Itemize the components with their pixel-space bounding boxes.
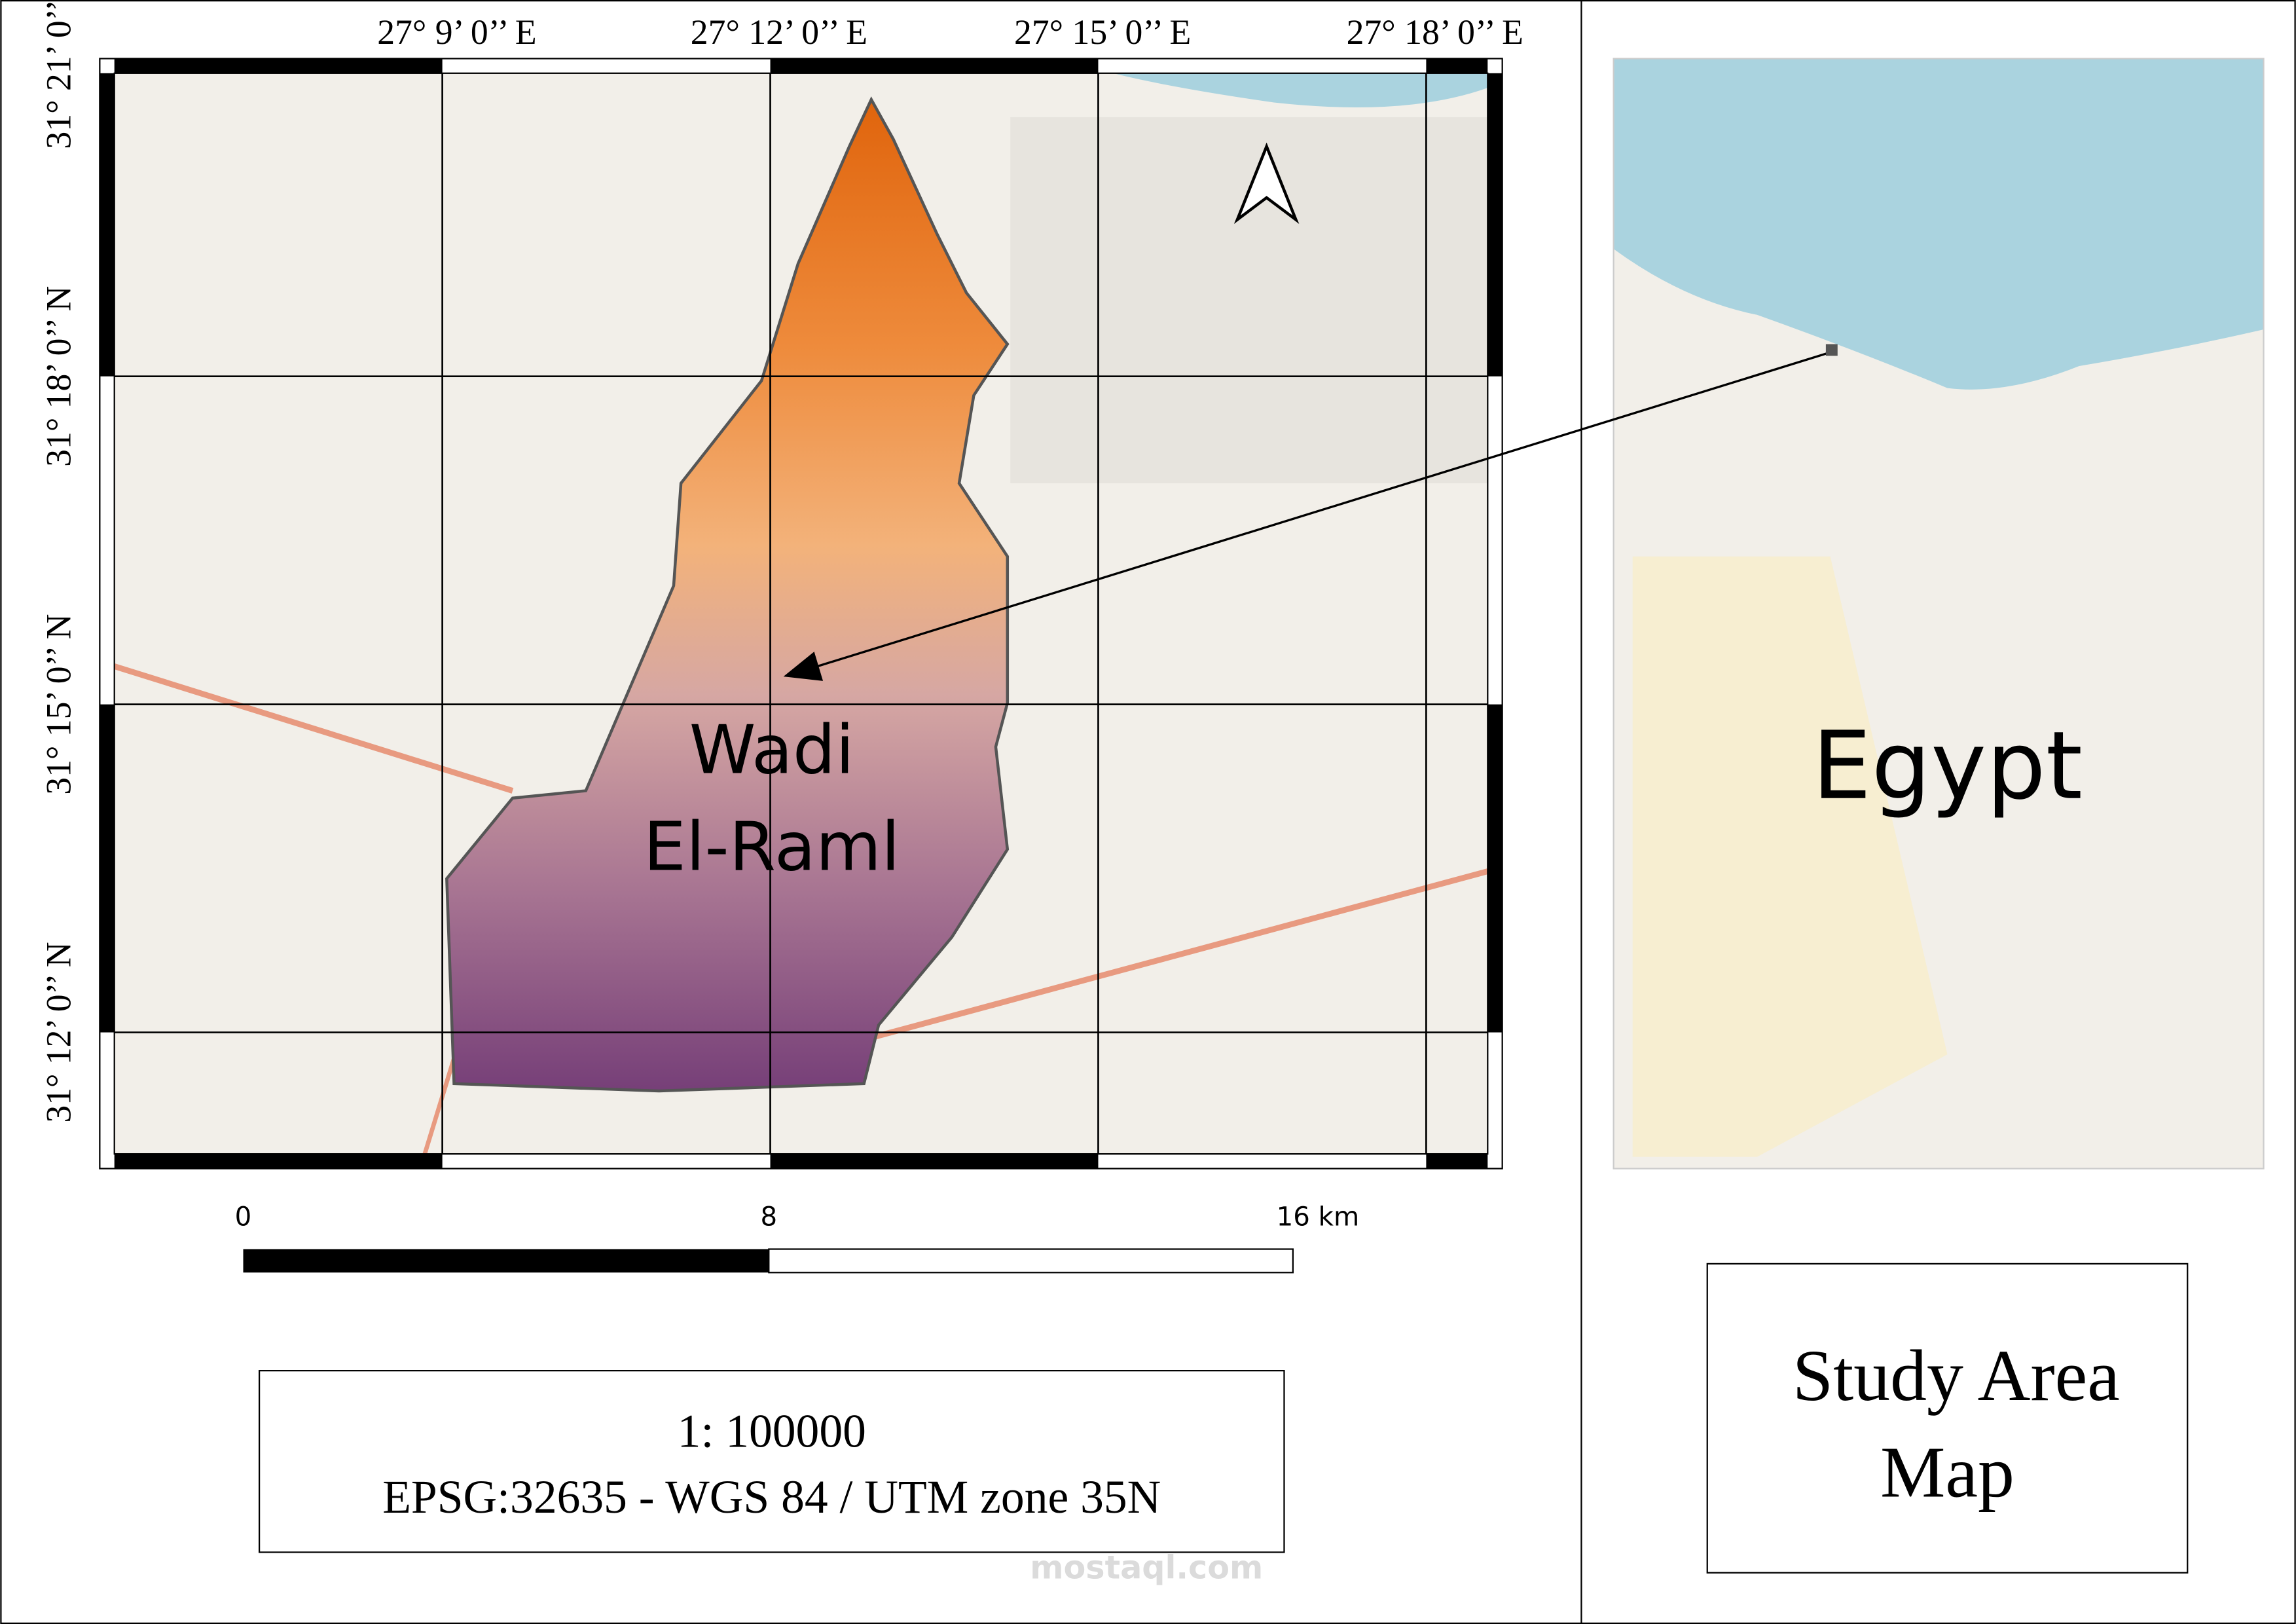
locator-line — [812, 350, 1834, 669]
frame-ticks — [100, 58, 1503, 1169]
locator-marker — [1825, 344, 1838, 356]
crs-text: EPSG:32635 - WGS 84 / UTM zone 35N — [382, 1471, 1161, 1523]
scale-bar-black — [243, 1249, 769, 1273]
lon-label: 27° 9’ 0’’ E — [377, 12, 536, 52]
area-label: Wadi El-Raml — [644, 712, 900, 887]
inset-frame — [1613, 58, 2265, 1170]
title-line: Study Area — [1793, 1335, 2120, 1416]
urban-area — [1010, 117, 1488, 483]
lon-label: 27° 12’ 0’’ E — [691, 12, 867, 52]
road — [863, 868, 1488, 1043]
inset-map — [1613, 58, 2264, 1169]
north-arrow — [1233, 142, 1300, 225]
lon-label: 27° 15’ 0’’ E — [1014, 12, 1191, 52]
area-label-line: Wadi — [689, 712, 854, 790]
watershed — [445, 96, 1010, 1093]
lat-label: 31° 21’ 0’’ N — [39, 0, 79, 149]
title-line: Map — [1880, 1431, 2014, 1513]
graticule — [114, 73, 1488, 1154]
scale-label: 0 — [235, 1202, 252, 1232]
scale-box — [258, 1370, 1285, 1553]
area-label-line: El-Raml — [644, 808, 900, 886]
lat-label: 31° 18’ 0’’ N — [39, 286, 79, 467]
sea — [820, 73, 1488, 107]
road — [114, 663, 514, 794]
scale-label: 16 km — [1277, 1202, 1360, 1232]
locator-arrowhead — [783, 652, 824, 681]
scale-bar-white — [768, 1248, 1294, 1274]
map-neatline — [113, 72, 1489, 1155]
lat-label: 31° 12’ 0’’ N — [39, 942, 79, 1122]
inset-label: Egypt — [1812, 711, 2083, 821]
scale-labels: 0 8 16 km — [235, 1202, 1359, 1232]
lat-label: 31° 15’ 0’’ N — [39, 614, 79, 795]
watermark: mostaql.com — [1030, 1549, 1263, 1587]
lat-labels: 31° 21’ 0’’ N 31° 18’ 0’’ N 31° 15’ 0’’ … — [39, 0, 79, 1123]
lon-labels: 27° 9’ 0’’ E 27° 12’ 0’’ E 27° 15’ 0’’ E… — [377, 12, 1523, 52]
lon-label: 27° 18’ 0’’ E — [1347, 12, 1523, 52]
scale-label: 8 — [761, 1202, 778, 1232]
map-body — [114, 73, 1488, 1154]
scale-text: 1: 100000 — [678, 1405, 866, 1457]
title-box — [1706, 1263, 2189, 1574]
